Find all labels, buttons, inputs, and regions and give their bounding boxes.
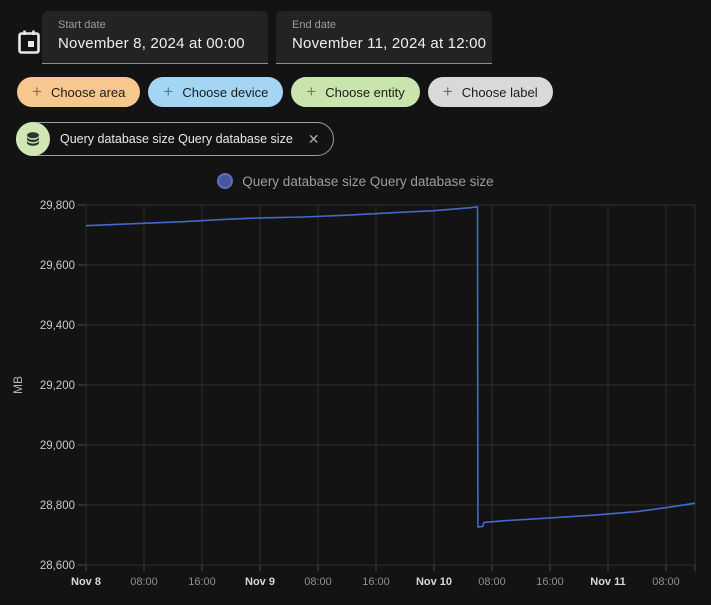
selected-entity-label: Query database size Query database size — [60, 132, 293, 146]
svg-text:29,800: 29,800 — [40, 200, 75, 212]
svg-text:16:00: 16:00 — [362, 576, 390, 588]
choose-device-chip[interactable]: + Choose device — [148, 77, 284, 107]
svg-text:Nov 11: Nov 11 — [590, 576, 625, 588]
choose-entity-chip[interactable]: + Choose entity — [291, 77, 420, 107]
chart-legend[interactable]: Query database size Query database size — [0, 173, 711, 189]
svg-text:29,400: 29,400 — [40, 320, 75, 332]
svg-text:29,200: 29,200 — [40, 380, 75, 392]
choose-area-chip[interactable]: + Choose area — [17, 77, 141, 107]
end-date-field[interactable]: End date November 11, 2024 at 12:00 — [276, 11, 492, 64]
svg-text:Nov 8: Nov 8 — [71, 576, 101, 588]
choose-entity-label: Choose entity — [325, 84, 405, 100]
svg-text:29,000: 29,000 — [40, 440, 75, 452]
choose-label-label: Choose label — [461, 84, 538, 100]
legend-dot-icon — [217, 173, 234, 189]
plus-icon: + — [32, 81, 42, 101]
svg-text:Nov 9: Nov 9 — [245, 576, 275, 588]
svg-text:MB: MB — [11, 376, 25, 394]
choose-device-label: Choose device — [182, 84, 269, 100]
svg-text:08:00: 08:00 — [304, 576, 332, 588]
choose-label-chip[interactable]: + Choose label — [427, 77, 553, 107]
database-icon — [16, 122, 50, 156]
calendar-icon — [18, 30, 40, 54]
plus-icon: + — [442, 81, 453, 101]
plus-icon: + — [306, 81, 317, 101]
end-date-value: November 11, 2024 at 12:00 — [292, 35, 487, 52]
svg-text:08:00: 08:00 — [478, 576, 506, 588]
end-date-label: End date — [292, 19, 337, 31]
svg-text:28,600: 28,600 — [40, 560, 75, 572]
close-icon[interactable]: ✕ — [303, 130, 325, 148]
start-date-field[interactable]: Start date November 8, 2024 at 00:00 — [42, 11, 268, 64]
selected-entity-chip[interactable]: Query database size Query database size … — [16, 122, 334, 156]
svg-text:16:00: 16:00 — [536, 576, 564, 588]
line-chart[interactable]: 28,600 28,800 29,000 29,200 29,400 29,600 29,8… — [0, 170, 711, 605]
legend-label: Query database size Query database size — [242, 173, 494, 189]
start-date-value: November 8, 2024 at 00:00 — [58, 35, 245, 52]
choose-area-label: Choose area — [50, 84, 126, 100]
svg-text:Nov 10: Nov 10 — [416, 576, 452, 588]
plus-icon: + — [163, 81, 174, 101]
calendar-icon-button[interactable] — [12, 25, 46, 59]
svg-text:08:00: 08:00 — [652, 576, 680, 588]
start-date-label: Start date — [58, 19, 106, 31]
svg-text:08:00: 08:00 — [130, 576, 158, 588]
filter-chips-row: + Choose area + Choose device + Choose e… — [17, 77, 553, 107]
svg-text:29,600: 29,600 — [40, 260, 75, 272]
svg-text:28,800: 28,800 — [40, 500, 75, 512]
svg-text:16:00: 16:00 — [188, 576, 216, 588]
